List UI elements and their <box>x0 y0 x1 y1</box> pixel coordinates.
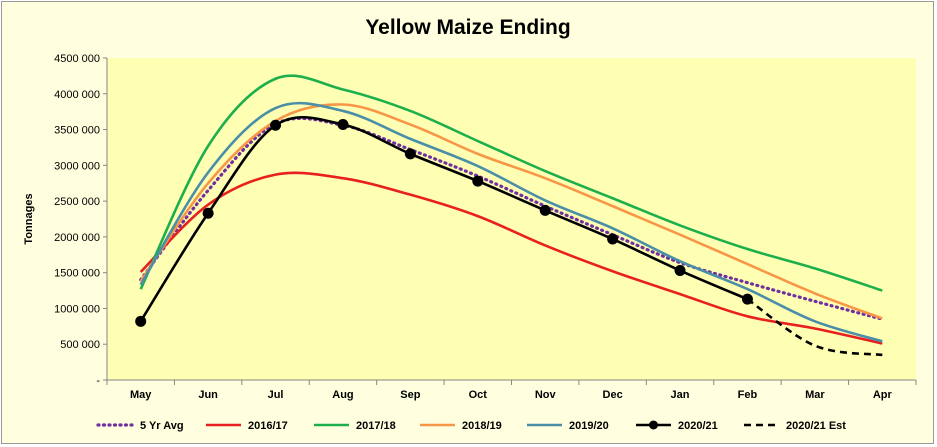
plot-area <box>107 58 916 380</box>
legend-label-2020-21: 2020/21 <box>678 420 718 432</box>
data-point-2020-21 <box>270 119 282 131</box>
x-tick-label: Apr <box>873 389 893 401</box>
y-tick-label: 3000 000 <box>54 160 100 172</box>
y-axis-label: Tonnages <box>23 193 35 244</box>
data-point-2020-21 <box>135 315 147 327</box>
y-tick-label: 4500 000 <box>54 53 100 65</box>
x-tick-label: Aug <box>332 389 353 401</box>
data-point-2020-21 <box>539 204 551 216</box>
data-point-2020-21 <box>404 148 416 160</box>
y-tick-label: 4000 000 <box>54 89 100 101</box>
legend-label-2018-19: 2018/19 <box>462 420 502 432</box>
x-tick-label: Sep <box>400 389 420 401</box>
y-tick-label: 1500 000 <box>54 268 100 280</box>
series-line-5-yr-avg <box>139 116 884 321</box>
y-tick-label: 1000 000 <box>54 303 100 315</box>
legend-marker-2020-21 <box>649 420 658 430</box>
y-tick-label: - <box>96 375 100 387</box>
x-tick-label: May <box>130 389 152 401</box>
y-tick-label: 500 000 <box>60 339 100 351</box>
x-tick-label: Mar <box>805 389 825 401</box>
legend-label-2019-20: 2019/20 <box>569 420 609 432</box>
x-tick-label: Jul <box>268 389 284 401</box>
legend-label-2020-21-est: 2020/21 Est <box>786 420 846 432</box>
x-tick-label: Feb <box>738 389 758 401</box>
x-tick-label: Dec <box>603 389 623 401</box>
data-point-2020-21 <box>674 265 686 277</box>
series-line-2020-21-est <box>746 298 883 357</box>
y-tick-label: 2500 000 <box>54 196 100 208</box>
data-point-2020-21 <box>337 119 349 131</box>
series-line-2019-20 <box>139 101 883 343</box>
legend-label-5-yr-avg: 5 Yr Avg <box>140 420 184 432</box>
legend-label-2017-18: 2017/18 <box>356 420 396 432</box>
x-tick-label: Nov <box>535 389 557 401</box>
series-line-2017-18 <box>139 74 883 292</box>
data-point-2020-21 <box>202 207 214 219</box>
x-tick-label: Jan <box>671 389 690 401</box>
series-line-2020-21 <box>139 116 748 323</box>
x-tick-label: Oct <box>469 389 488 401</box>
x-tick-label: Jun <box>198 389 218 401</box>
data-point-2020-21 <box>607 233 619 245</box>
legend-label-2016-17: 2016/17 <box>248 420 288 432</box>
series-line-2018-19 <box>139 103 883 320</box>
series-line-2016-17 <box>139 171 883 345</box>
y-tick-label: 3500 000 <box>54 125 100 137</box>
chart-title: Yellow Maize Ending <box>365 16 570 39</box>
y-tick-label: 2000 000 <box>54 232 100 244</box>
data-point-2020-21 <box>472 175 484 187</box>
